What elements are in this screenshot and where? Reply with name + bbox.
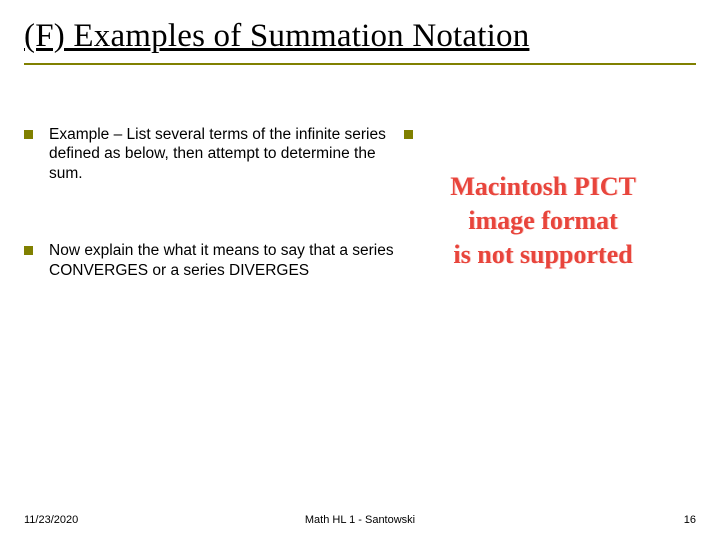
- pict-error-box: Macintosh PICT image format is not suppo…: [438, 170, 648, 271]
- bullet-item: Example – List several terms of the infi…: [24, 125, 394, 183]
- bullet-text: Now explain the what it means to say tha…: [49, 241, 394, 280]
- footer-page-number: 16: [684, 514, 696, 526]
- bullet-square-icon: [24, 130, 33, 139]
- pict-error-line: Macintosh PICT: [438, 170, 648, 204]
- footer: 11/23/2020 Math HL 1 - Santowski 16: [0, 514, 720, 526]
- bullet-square-icon: [24, 246, 33, 255]
- bullet-text: Example – List several terms of the infi…: [49, 125, 394, 183]
- footer-center: Math HL 1 - Santowski: [305, 514, 415, 526]
- slide-title: (F) Examples of Summation Notation: [24, 18, 696, 55]
- left-column: Example – List several terms of the infi…: [24, 125, 394, 338]
- bullet-square-icon: [404, 130, 413, 139]
- pict-error-line: is not supported: [438, 238, 648, 272]
- bullet-item: Now explain the what it means to say tha…: [24, 241, 394, 280]
- footer-date: 11/23/2020: [24, 514, 78, 526]
- pict-error-line: image format: [438, 204, 648, 238]
